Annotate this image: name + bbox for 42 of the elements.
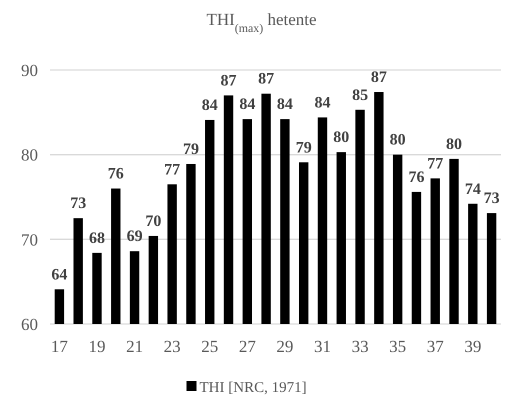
data-label: 80 — [390, 132, 406, 149]
data-label: 69 — [126, 228, 143, 246]
data-label: 68 — [88, 230, 105, 247]
x-tick-label: 19 — [88, 337, 106, 356]
x-tick-label: 29 — [276, 337, 294, 356]
legend-label: THI [NRC, 1971] — [200, 380, 307, 396]
data-label: 73 — [70, 195, 86, 212]
y-tick-label: 60 — [21, 314, 38, 334]
data-label: 87 — [258, 70, 274, 88]
data-label: 87 — [370, 69, 387, 86]
data-label: 84 — [239, 96, 256, 114]
x-tick-label: 25 — [201, 337, 218, 356]
y-tick-label: 80 — [21, 146, 38, 165]
data-label: 84 — [276, 96, 293, 114]
data-label: 79 — [182, 140, 199, 158]
data-label: 85 — [352, 86, 368, 104]
data-label: 77 — [427, 155, 444, 172]
data-label: 70 — [145, 212, 162, 230]
y-tick-label: 70 — [21, 230, 38, 250]
data-label: 84 — [202, 96, 218, 114]
chart-title: THI$_{(max)}$ hetente — [206, 10, 317, 35]
x-tick-label: 17 — [50, 337, 68, 356]
data-label: 64 — [51, 266, 68, 284]
x-tick-label: 35 — [389, 337, 406, 356]
data-label: 73 — [484, 190, 500, 208]
data-label: 74 — [464, 180, 481, 198]
x-tick-label: 27 — [238, 337, 256, 356]
y-tick-label: 90 — [21, 60, 38, 80]
x-tick-label: 31 — [314, 337, 331, 356]
data-label: 84 — [314, 94, 330, 112]
data-label: 79 — [296, 139, 312, 156]
x-tick-label: 23 — [164, 337, 181, 356]
data-label: 87 — [220, 72, 237, 90]
data-label: 80 — [446, 136, 462, 153]
x-tick-label: 21 — [126, 337, 144, 356]
data-label: 77 — [164, 161, 180, 178]
x-tick-label: 37 — [426, 337, 444, 356]
data-label: 76 — [108, 166, 124, 183]
data-label: 76 — [408, 168, 424, 186]
x-tick-label: 39 — [464, 337, 482, 356]
data-label: 80 — [333, 129, 350, 146]
x-tick-label: 33 — [352, 337, 369, 356]
